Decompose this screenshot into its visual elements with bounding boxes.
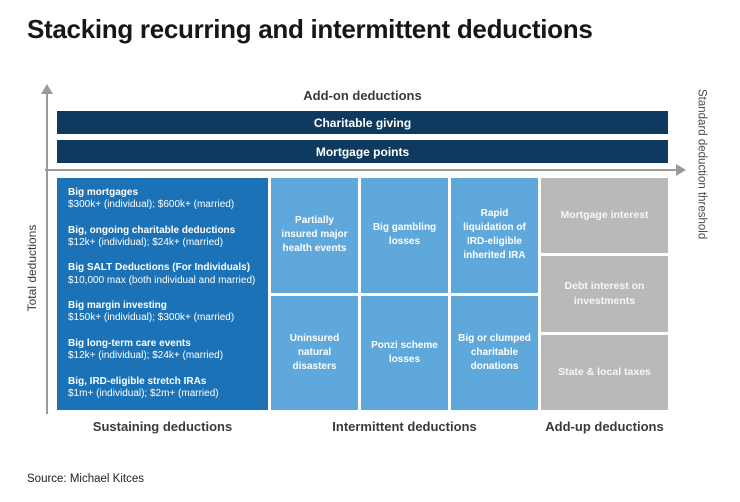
sustaining-deductions-panel: Big mortgages $300k+ (individual); $600k… — [57, 178, 268, 410]
addon-deductions-label: Add-on deductions — [303, 88, 422, 103]
standard-deduction-threshold-label: Standard deduction threshold — [695, 88, 708, 240]
item-detail: $10,000 max (both individual and married… — [68, 274, 256, 286]
item-detail: $12k+ (individual); $24k+ (married) — [68, 350, 224, 362]
charitable-giving-label: Charitable giving — [313, 115, 412, 130]
source-credit: Source: Michael Kitces — [27, 473, 144, 485]
item-title: Big, ongoing charitable deductions — [68, 224, 236, 236]
item-title: Big, IRD-eligible stretch IRAs — [68, 375, 207, 387]
list-item: Big margin investing $150k+ (individual)… — [68, 300, 258, 324]
item-detail: $150k+ (individual); $300k+ (married) — [68, 312, 235, 324]
intermittent-cell: Rapid liquidation of IRD-eligible inheri… — [451, 178, 538, 293]
item-title: Big long-term care events — [68, 337, 191, 349]
addup-deductions-label: Add-up deductions — [545, 419, 664, 434]
total-deductions-axis-line — [46, 94, 48, 414]
item-title: Big mortgages — [68, 187, 139, 198]
page-title: Stacking recurring and intermittent dedu… — [27, 14, 593, 44]
intermittent-deductions-grid: Partially insured major health events Bi… — [271, 178, 538, 410]
mortgage-points-label: Mortgage points — [315, 144, 410, 159]
list-item: Big long-term care events $12k+ (individ… — [68, 338, 258, 362]
item-title: Big SALT Deductions (For Individuals) — [68, 262, 251, 274]
addup-deductions-column: Mortgage interest Debt interest on inves… — [541, 178, 668, 410]
list-item: Big SALT Deductions (For Individuals) $1… — [68, 262, 258, 286]
intermittent-cell: Big gambling losses — [361, 178, 448, 293]
list-item: Big, IRD-eligible stretch IRAs $1m+ (ind… — [68, 376, 258, 400]
intermittent-deductions-label: Intermittent deductions — [332, 419, 477, 434]
mortgage-points-bar: Mortgage points — [57, 140, 668, 163]
intermittent-cell: Big or clumped charitable donations — [451, 295, 538, 410]
intermittent-cell: Ponzi scheme losses — [361, 295, 448, 410]
right-arrow-icon — [676, 164, 686, 176]
standard-deduction-axis-line — [45, 169, 677, 171]
addup-cell: Mortgage interest — [541, 178, 668, 254]
addup-cell: State & local taxes — [541, 334, 668, 410]
list-item: Big mortgages $300k+ (individual); $600k… — [68, 187, 258, 211]
charitable-giving-bar: Charitable giving — [57, 111, 668, 134]
item-detail: $1m+ (individual); $2m+ (married) — [68, 387, 219, 399]
item-title: Big margin investing — [68, 300, 167, 312]
item-detail: $300k+ (individual); $600k+ (married) — [68, 199, 235, 211]
item-detail: $12k+ (individual); $24k+ (married) — [68, 236, 224, 248]
intermittent-cell: Uninsured natural disasters — [271, 295, 358, 410]
intermittent-cell: Partially insured major health events — [271, 178, 358, 293]
total-deductions-axis-label: Total deductions — [25, 224, 39, 312]
sustaining-deductions-label: Sustaining deductions — [92, 419, 233, 434]
up-arrow-icon — [41, 84, 53, 94]
list-item: Big, ongoing charitable deductions $12k+… — [68, 225, 258, 249]
addup-cell: Debt interest on investments — [541, 256, 668, 332]
